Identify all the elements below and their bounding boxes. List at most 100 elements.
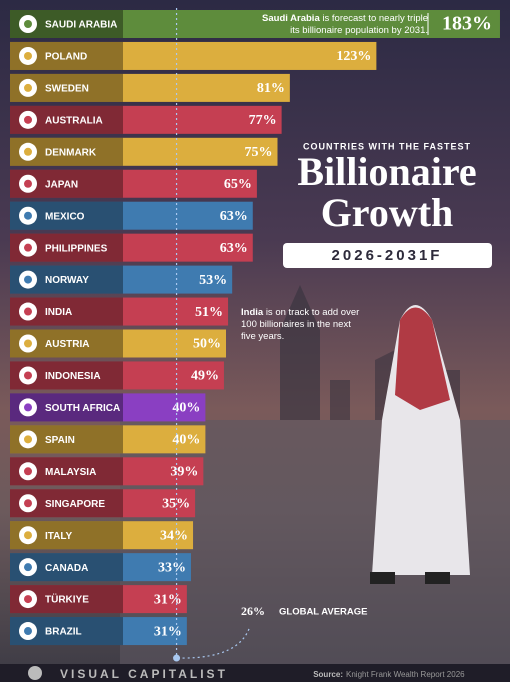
reference-arrow — [182, 625, 251, 659]
source: Knight Frank Wealth Report 2026 — [346, 670, 465, 679]
annotation: India is on track to add over 100 billio… — [241, 307, 366, 343]
title-line: Billionaire — [297, 149, 476, 194]
flag-center — [24, 627, 32, 636]
value-label: 49% — [191, 369, 219, 384]
bar — [123, 329, 226, 358]
annotation-bold: Saudi Arabia — [262, 13, 320, 24]
value-label: 31% — [154, 592, 182, 607]
category-label: SAUDI ARABIA — [45, 20, 117, 31]
flag-center — [24, 179, 32, 188]
value-label: 63% — [220, 241, 248, 256]
bar — [123, 73, 290, 102]
reference-label: GLOBAL AVERAGE — [279, 607, 368, 618]
annotation-bold: India — [241, 307, 264, 318]
brand-logo — [28, 666, 42, 680]
value-label: 40% — [172, 401, 200, 416]
annotation-text: is on track to add over 100 billionaires… — [241, 307, 360, 342]
bar — [123, 297, 229, 326]
flag-center — [24, 531, 32, 540]
flag-center — [24, 243, 32, 252]
value-label: 51% — [195, 305, 223, 320]
flag-center — [24, 371, 32, 380]
figure-shoe — [370, 572, 395, 584]
category-label: INDONESIA — [45, 371, 101, 382]
value-label: 65% — [224, 177, 252, 192]
flag-center — [24, 51, 32, 60]
flag-center — [24, 147, 32, 156]
bar — [123, 553, 191, 582]
category-label: ITALY — [45, 531, 73, 542]
value-label: 33% — [158, 560, 186, 575]
flag-center — [24, 307, 32, 316]
brand: VISUAL CAPITALIST — [60, 667, 228, 681]
category-label: AUSTRALIA — [45, 115, 103, 126]
tower — [280, 285, 320, 420]
bar — [123, 201, 253, 230]
category-label: POLAND — [45, 52, 87, 63]
flag-center — [24, 211, 32, 220]
annotation: Saudi Arabia is forecast to nearly tripl… — [260, 13, 428, 37]
bar — [123, 10, 500, 38]
flag-center — [24, 403, 32, 412]
footer-bar — [0, 664, 510, 682]
bar — [123, 169, 257, 198]
figure-scarf — [395, 307, 450, 410]
subtitle: 2026-2031F — [332, 247, 443, 264]
category-label: SPAIN — [45, 435, 75, 446]
flag-center — [24, 339, 32, 348]
category-label: JAPAN — [45, 179, 78, 190]
category-label: TÜRKIYE — [45, 593, 89, 606]
flag-center — [24, 467, 32, 476]
bar — [123, 521, 194, 550]
flag-center — [24, 435, 32, 444]
reference-value: 26% — [241, 604, 265, 618]
kicker: COUNTRIES WITH THE FASTEST — [303, 141, 471, 151]
bar — [123, 233, 253, 262]
category-label: SINGAPORE — [45, 499, 105, 510]
value-label: 183% — [442, 13, 492, 35]
value-label: 53% — [199, 273, 227, 288]
bar — [123, 137, 278, 166]
reference-dot — [173, 654, 181, 662]
category-label: INDIA — [45, 307, 72, 318]
bar — [123, 425, 206, 454]
figure-shoe — [425, 572, 450, 584]
category-label: SOUTH AFRICA — [45, 403, 120, 414]
bar — [123, 617, 187, 646]
flag-center — [24, 595, 32, 604]
category-label: SWEDEN — [45, 84, 89, 95]
flag-center — [24, 20, 32, 28]
annotation-text: is forecast to nearly triple its billion… — [290, 13, 428, 36]
category-label: BRAZIL — [45, 627, 82, 638]
bar — [123, 41, 377, 70]
value-label: 34% — [160, 528, 188, 543]
bar — [123, 457, 204, 486]
title-line: Growth — [321, 190, 454, 235]
category-label: CANADA — [45, 563, 88, 574]
category-label: PHILIPPINES — [45, 243, 108, 254]
value-label: 50% — [193, 337, 221, 352]
category-label: MEXICO — [45, 211, 85, 222]
value-label: 40% — [172, 433, 200, 448]
value-label: 31% — [154, 624, 182, 639]
value-label: 123% — [336, 49, 371, 64]
category-label: MALAYSIA — [45, 467, 96, 478]
bar — [123, 393, 206, 422]
bar — [123, 489, 196, 518]
bar — [123, 265, 233, 294]
bar — [123, 361, 224, 390]
category-label: NORWAY — [45, 275, 89, 286]
bar — [123, 105, 282, 134]
value-label: 63% — [220, 209, 248, 224]
value-label: 39% — [170, 465, 198, 480]
value-label: 81% — [257, 81, 285, 96]
value-label: 75% — [245, 145, 273, 160]
flag-center — [24, 115, 32, 124]
subtitle-box — [283, 243, 492, 268]
flag-center — [24, 563, 32, 572]
value-label: 77% — [249, 113, 277, 128]
category-label: AUSTRIA — [45, 339, 89, 350]
flag-center — [24, 275, 32, 284]
